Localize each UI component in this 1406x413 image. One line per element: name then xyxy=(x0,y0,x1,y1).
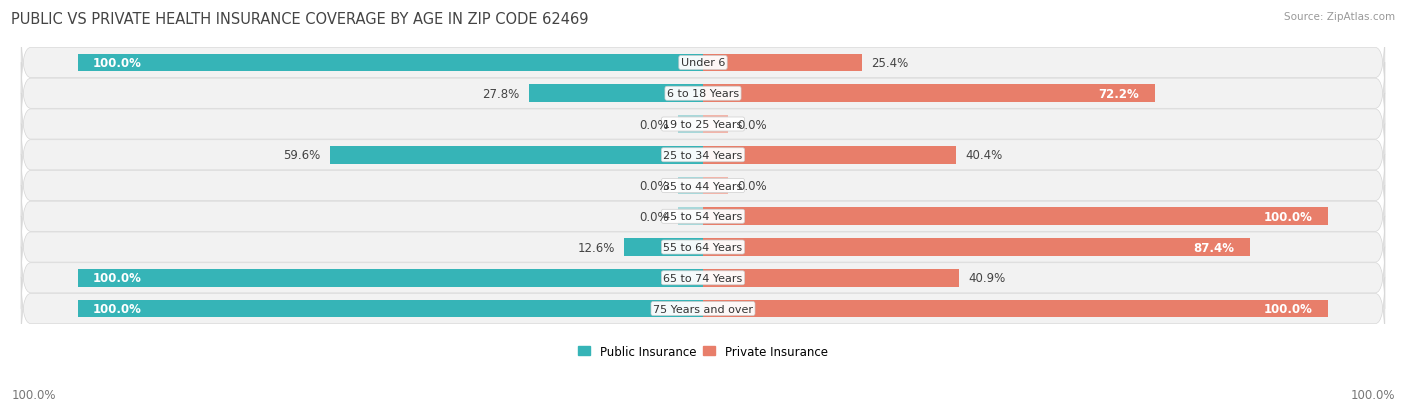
Text: 100.0%: 100.0% xyxy=(1350,388,1395,401)
Text: 12.6%: 12.6% xyxy=(578,241,614,254)
FancyBboxPatch shape xyxy=(21,277,1385,340)
FancyBboxPatch shape xyxy=(21,216,1385,278)
Text: 100.0%: 100.0% xyxy=(93,272,142,285)
Bar xyxy=(77,269,703,287)
FancyBboxPatch shape xyxy=(21,155,1385,217)
FancyBboxPatch shape xyxy=(21,63,1385,125)
Text: 19 to 25 Years: 19 to 25 Years xyxy=(664,120,742,130)
FancyBboxPatch shape xyxy=(21,278,1385,340)
Text: 75 Years and over: 75 Years and over xyxy=(652,304,754,314)
Text: 0.0%: 0.0% xyxy=(638,210,669,223)
Bar xyxy=(678,177,703,195)
Text: 72.2%: 72.2% xyxy=(1098,88,1139,100)
Text: 0.0%: 0.0% xyxy=(737,180,768,192)
Text: 55 to 64 Years: 55 to 64 Years xyxy=(664,242,742,252)
Text: 0.0%: 0.0% xyxy=(638,180,669,192)
Legend: Public Insurance, Private Insurance: Public Insurance, Private Insurance xyxy=(574,340,832,363)
Bar xyxy=(77,300,703,318)
Text: 45 to 54 Years: 45 to 54 Years xyxy=(664,212,742,222)
FancyBboxPatch shape xyxy=(21,247,1385,310)
Text: Under 6: Under 6 xyxy=(681,58,725,68)
Text: 40.9%: 40.9% xyxy=(969,272,1005,285)
FancyBboxPatch shape xyxy=(21,185,1385,248)
Bar xyxy=(703,55,862,72)
Text: 0.0%: 0.0% xyxy=(638,118,669,131)
Text: 100.0%: 100.0% xyxy=(11,388,56,401)
Text: 25 to 34 Years: 25 to 34 Years xyxy=(664,150,742,160)
Text: Source: ZipAtlas.com: Source: ZipAtlas.com xyxy=(1284,12,1395,22)
Text: 6 to 18 Years: 6 to 18 Years xyxy=(666,89,740,99)
Text: 59.6%: 59.6% xyxy=(284,149,321,162)
Text: 100.0%: 100.0% xyxy=(93,302,142,315)
Bar xyxy=(703,177,728,195)
Bar xyxy=(703,239,1250,256)
Text: 100.0%: 100.0% xyxy=(93,57,142,70)
Bar xyxy=(624,239,703,256)
FancyBboxPatch shape xyxy=(21,154,1385,218)
FancyBboxPatch shape xyxy=(21,62,1385,126)
Bar xyxy=(529,85,703,103)
Bar xyxy=(678,116,703,133)
FancyBboxPatch shape xyxy=(21,216,1385,279)
Bar xyxy=(678,208,703,225)
FancyBboxPatch shape xyxy=(21,32,1385,94)
Text: 40.4%: 40.4% xyxy=(965,149,1002,162)
Bar xyxy=(703,116,728,133)
Text: 100.0%: 100.0% xyxy=(1264,302,1313,315)
Text: 35 to 44 Years: 35 to 44 Years xyxy=(664,181,742,191)
FancyBboxPatch shape xyxy=(21,186,1385,248)
Text: 87.4%: 87.4% xyxy=(1194,241,1234,254)
Text: 25.4%: 25.4% xyxy=(872,57,908,70)
Bar xyxy=(703,300,1329,318)
Bar xyxy=(330,147,703,164)
Text: PUBLIC VS PRIVATE HEALTH INSURANCE COVERAGE BY AGE IN ZIP CODE 62469: PUBLIC VS PRIVATE HEALTH INSURANCE COVER… xyxy=(11,12,589,27)
FancyBboxPatch shape xyxy=(21,32,1385,95)
Bar xyxy=(703,85,1154,103)
Bar xyxy=(703,147,956,164)
Text: 27.8%: 27.8% xyxy=(482,88,520,100)
Text: 0.0%: 0.0% xyxy=(737,118,768,131)
Bar xyxy=(703,208,1329,225)
FancyBboxPatch shape xyxy=(21,93,1385,156)
Text: 65 to 74 Years: 65 to 74 Years xyxy=(664,273,742,283)
FancyBboxPatch shape xyxy=(21,247,1385,309)
FancyBboxPatch shape xyxy=(21,94,1385,156)
Bar xyxy=(703,269,959,287)
Bar xyxy=(77,55,703,72)
Text: 100.0%: 100.0% xyxy=(1264,210,1313,223)
FancyBboxPatch shape xyxy=(21,124,1385,187)
FancyBboxPatch shape xyxy=(21,124,1385,186)
